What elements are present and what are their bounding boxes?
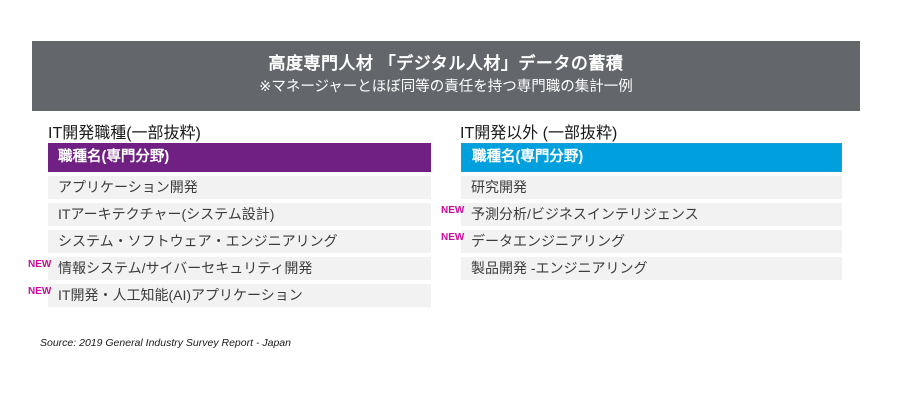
table-header: 職種名(専門分野) — [48, 143, 431, 172]
row-label: IT開発・人工知能(AI)アプリケーション — [58, 287, 303, 303]
table-row: ITアーキテクチャー(システム設計) — [48, 203, 431, 226]
row-label: データエンジニアリング — [471, 233, 625, 249]
row-label: アプリケーション開発 — [58, 179, 198, 195]
row-label: 情報システム/サイバーセキュリティ開発 — [58, 260, 313, 276]
table-row: 研究開発 — [461, 176, 842, 199]
it-development-table: 職種名(専門分野) アプリケーション開発 ITアーキテクチャー(システム設計) … — [28, 143, 431, 307]
title-banner: 高度専門人材 「デジタル人材」データの蓄積 ※マネージャーとほぼ同等の責任を持つ… — [32, 41, 860, 111]
table-row: NEW 情報システム/サイバーセキュリティ開発 — [28, 257, 431, 280]
left-section-title: IT開発職種(一部抜粋) — [48, 125, 201, 142]
page-subtitle: ※マネージャーとほぼ同等の責任を持つ専門職の集計一例 — [259, 79, 633, 95]
row-label: システム・ソフトウェア・エンジニアリング — [58, 233, 338, 249]
table-row: NEW データエンジニアリング — [441, 230, 842, 253]
new-badge: NEW — [28, 259, 52, 270]
row-label: 製品開発 -エンジニアリング — [471, 260, 648, 276]
new-badge: NEW — [28, 286, 52, 297]
table-row: 製品開発 -エンジニアリング — [461, 257, 842, 280]
new-badge: NEW — [441, 205, 465, 216]
row-label: 研究開発 — [471, 179, 527, 195]
table-row: システム・ソフトウェア・エンジニアリング — [48, 230, 431, 253]
table-row: NEW 予測分析/ビジネスインテリジェンス — [441, 203, 842, 226]
row-label: 予測分析/ビジネスインテリジェンス — [471, 206, 699, 222]
table-row: アプリケーション開発 — [48, 176, 431, 199]
right-section-title: IT開発以外 (一部抜粋) — [460, 125, 618, 142]
page-title: 高度専門人材 「デジタル人材」データの蓄積 — [268, 54, 624, 73]
source-note: Source: 2019 General Industry Survey Rep… — [40, 337, 291, 349]
table-row: NEW IT開発・人工知能(AI)アプリケーション — [28, 284, 431, 307]
non-it-table: 職種名(専門分野) 研究開発 NEW 予測分析/ビジネスインテリジェンス NEW… — [441, 143, 842, 280]
row-label: ITアーキテクチャー(システム設計) — [58, 206, 275, 222]
table-header: 職種名(専門分野) — [461, 143, 842, 172]
new-badge: NEW — [441, 232, 465, 243]
